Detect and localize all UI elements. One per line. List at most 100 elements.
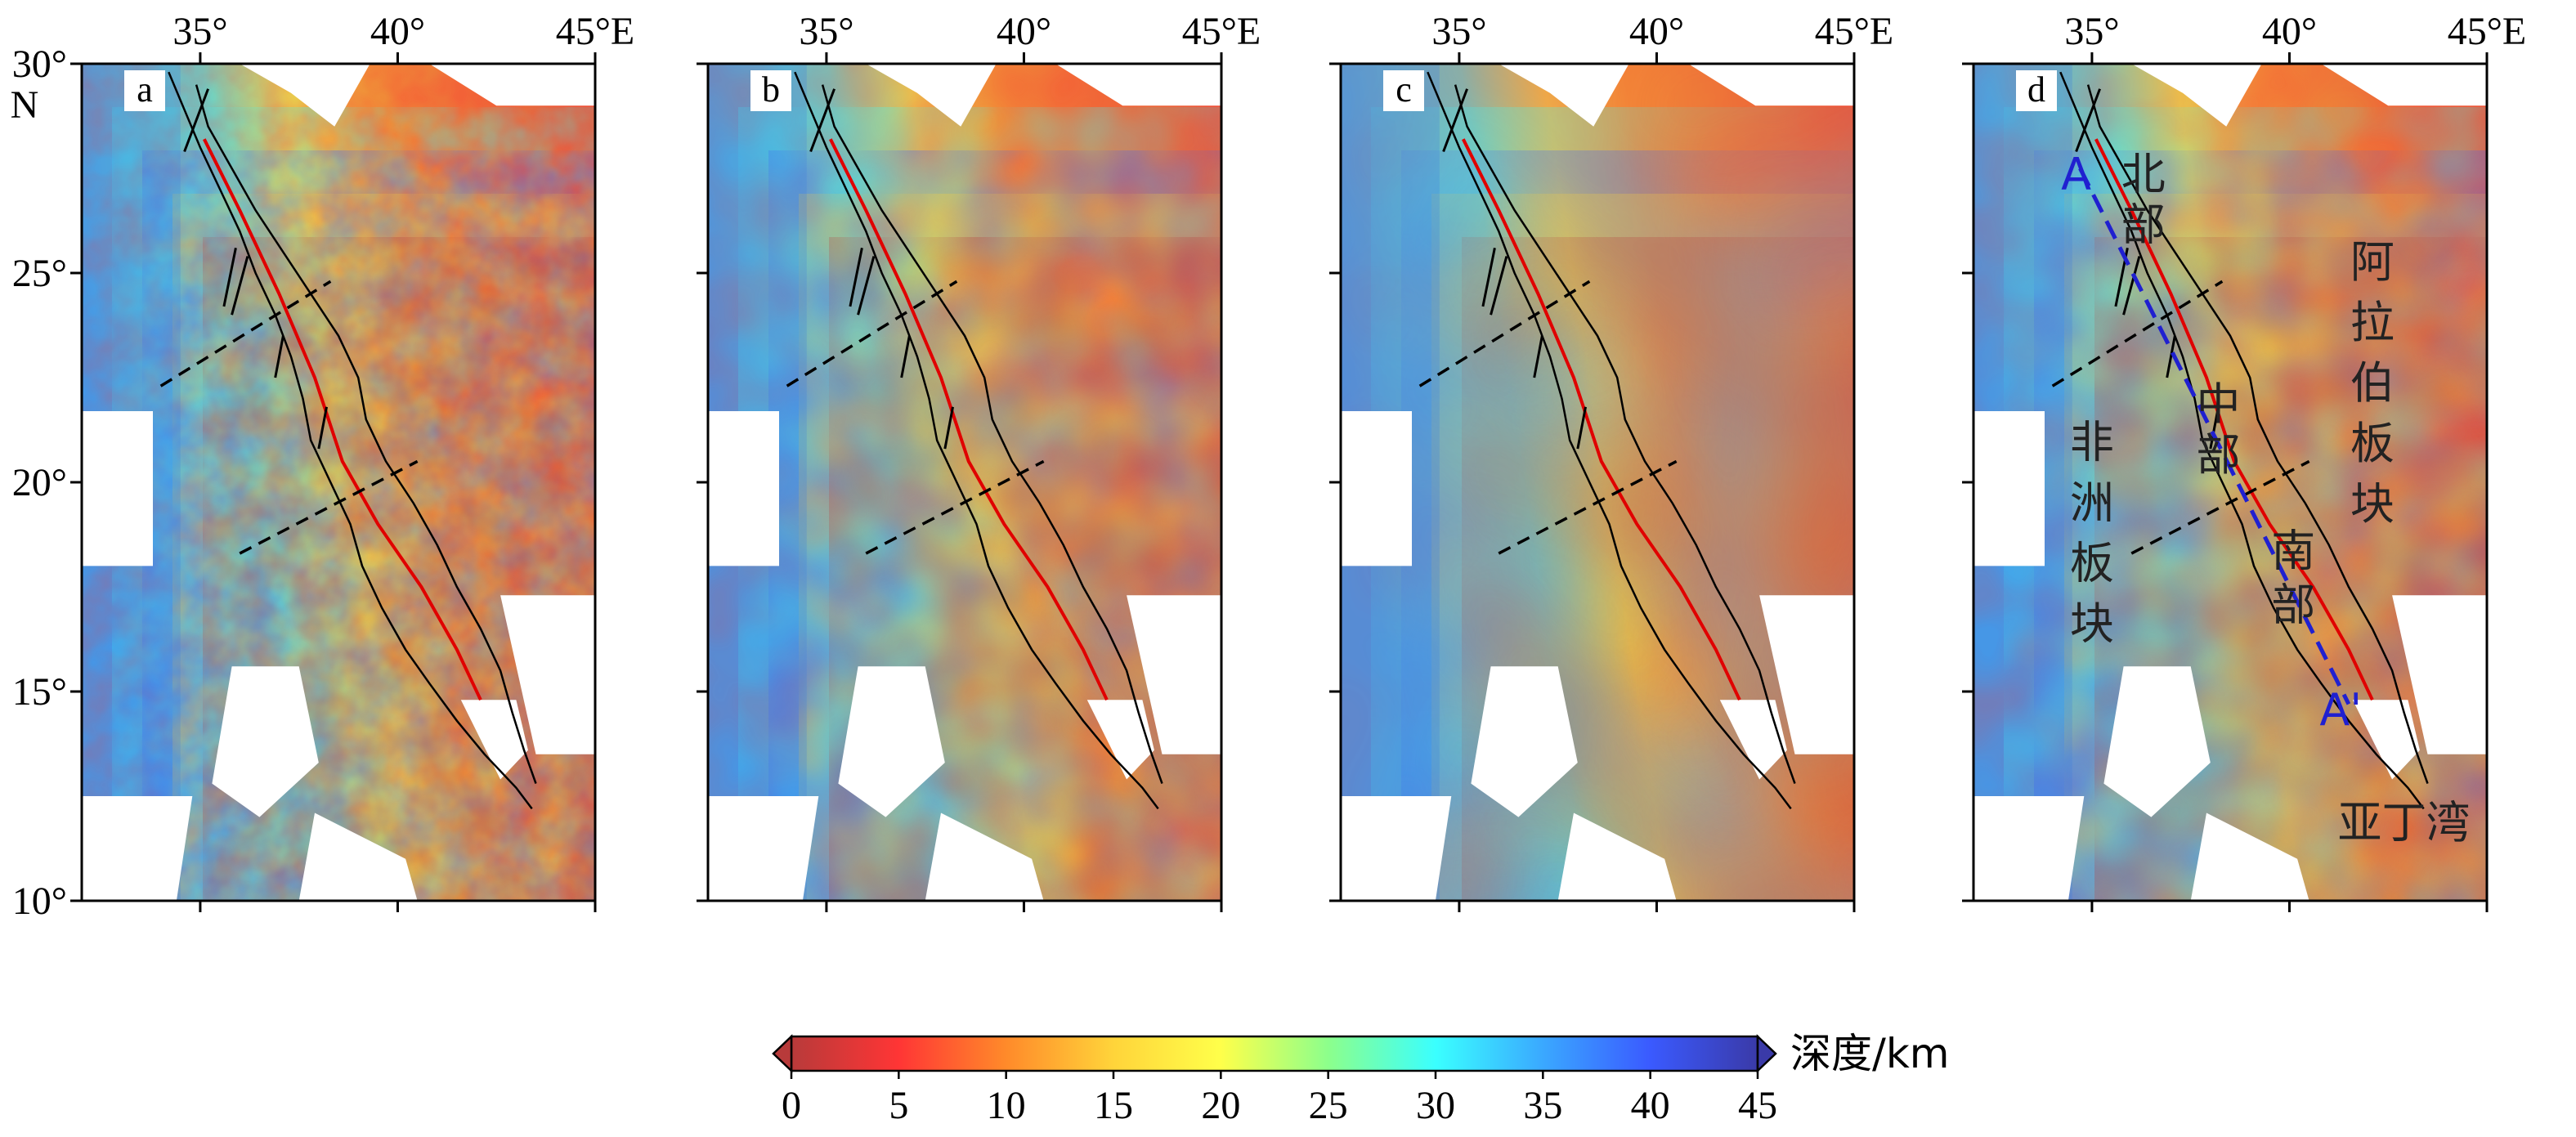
fault-line xyxy=(1481,247,1496,307)
no-data-area xyxy=(1973,411,2045,566)
colorbar-tick-label: 10 xyxy=(987,1084,1026,1127)
fault-line xyxy=(2122,256,2141,316)
colorbar-high-arrow xyxy=(1756,1034,1777,1073)
colorbar: 0 5 10 15 20 25 30 35 40 45 深度/km xyxy=(772,1030,1950,1127)
lon-tick-label: 40° xyxy=(2262,10,2317,53)
lon-tick-label: 35° xyxy=(2064,10,2119,53)
colorbar-tick-label: 25 xyxy=(1309,1084,1348,1127)
lat-tick-label: 10° xyxy=(12,880,67,923)
east-coastline xyxy=(1454,84,1796,785)
colorbar-tick-label: 5 xyxy=(889,1084,908,1127)
no-data-area xyxy=(1127,595,1221,754)
lon-tick-label: 35° xyxy=(172,10,227,53)
no-data-area xyxy=(708,411,779,566)
fault-line xyxy=(1442,88,1468,153)
colorbar-low-arrow xyxy=(772,1034,793,1073)
segment-boundary-south xyxy=(1498,459,1678,555)
no-data-area xyxy=(2131,64,2262,127)
depth-texture xyxy=(2094,237,2487,901)
panel-letter: a xyxy=(137,69,153,110)
lon-tick-label: 45°E xyxy=(1815,10,1894,53)
segment-boundary-south xyxy=(2130,459,2310,555)
no-data-area xyxy=(1688,64,1854,106)
no-data-area xyxy=(1973,796,2085,901)
segment-boundary-north xyxy=(2051,280,2224,387)
map-body xyxy=(1973,64,2487,901)
south-segment-label: 南部 xyxy=(2271,525,2315,630)
fault-line xyxy=(1490,256,1508,316)
no-data-area xyxy=(1471,666,1578,817)
no-data-area xyxy=(2392,595,2487,754)
no-data-area xyxy=(1341,796,1452,901)
map-panel-b: 35° 40° 45°E b xyxy=(697,10,1261,912)
north-segment-label: 北部 xyxy=(2121,149,2166,251)
fault-line xyxy=(231,256,249,316)
rift-axis xyxy=(829,138,1109,701)
lat-tick-label: 30° xyxy=(12,43,67,86)
lat-unit-label: N xyxy=(11,83,39,127)
east-coastline xyxy=(195,84,537,785)
fault-line xyxy=(274,335,284,378)
lat-tick-label: 20° xyxy=(12,461,67,504)
map-body xyxy=(1341,64,1854,901)
fault-line xyxy=(1533,335,1543,378)
segment-boundary-south xyxy=(865,459,1045,555)
colorbar-tick-label: 0 xyxy=(782,1084,801,1127)
no-data-area xyxy=(212,666,319,817)
east-coastline xyxy=(821,84,1163,785)
no-data-area xyxy=(1719,700,1787,780)
no-data-area xyxy=(82,411,153,566)
lon-tick-label: 45°E xyxy=(2448,10,2527,53)
panel-letter: d xyxy=(2027,69,2045,110)
colorbar-tick-label: 15 xyxy=(1094,1084,1133,1127)
no-data-area xyxy=(2352,700,2420,780)
no-data-area xyxy=(925,812,1044,901)
no-data-area xyxy=(1557,812,1677,901)
east-coastline xyxy=(2086,84,2429,785)
rift-axis xyxy=(203,138,482,701)
west-coastline xyxy=(794,71,1159,810)
west-coastline xyxy=(168,71,533,810)
rift-axis xyxy=(1462,138,1741,701)
fault-line xyxy=(183,88,209,153)
panel-letter-box xyxy=(750,70,791,111)
segment-boundary-north xyxy=(159,280,332,387)
central-segment-label: 中部 xyxy=(2197,378,2241,481)
no-data-area xyxy=(500,595,595,754)
lon-tick-label: 40° xyxy=(370,10,425,53)
map-panel-c: 35° 40° 45°E c xyxy=(1329,10,1894,912)
profile-end-label: A' xyxy=(2319,684,2362,736)
fault-line xyxy=(849,247,863,307)
no-data-area xyxy=(460,700,528,780)
profile-start-label: A xyxy=(2061,149,2091,200)
lon-tick-label: 45°E xyxy=(556,10,635,53)
map-body xyxy=(82,64,595,901)
fault-line xyxy=(1576,406,1587,450)
no-data-area xyxy=(298,812,418,901)
rift-axis xyxy=(2094,138,2374,701)
panel-letter-box xyxy=(1383,70,1424,111)
colorbar-title: 深度/km xyxy=(1790,1030,1950,1077)
no-data-area xyxy=(1499,64,1629,127)
fault-line xyxy=(2209,406,2220,450)
panel-letter-box xyxy=(124,70,165,111)
no-data-area xyxy=(1086,700,1154,780)
colorbar-tick-label: 20 xyxy=(1201,1084,1240,1127)
fault-line xyxy=(2075,88,2101,153)
no-data-area xyxy=(708,796,819,901)
colorbar-tick-label: 35 xyxy=(1523,1084,1562,1127)
fault-line xyxy=(2166,335,2176,378)
colorbar-tick-label: 30 xyxy=(1416,1084,1455,1127)
map-body xyxy=(708,64,1221,901)
no-data-area xyxy=(2321,64,2487,106)
no-data-area xyxy=(1759,595,1854,754)
no-data-area xyxy=(82,796,193,901)
colorbar-tick-label: 40 xyxy=(1631,1084,1670,1127)
no-data-area xyxy=(1341,411,1412,566)
panel-letter-box xyxy=(2016,70,2057,111)
colorbar-tick-label: 45 xyxy=(1738,1084,1777,1127)
no-data-area xyxy=(240,64,370,127)
no-data-area xyxy=(2103,666,2211,817)
